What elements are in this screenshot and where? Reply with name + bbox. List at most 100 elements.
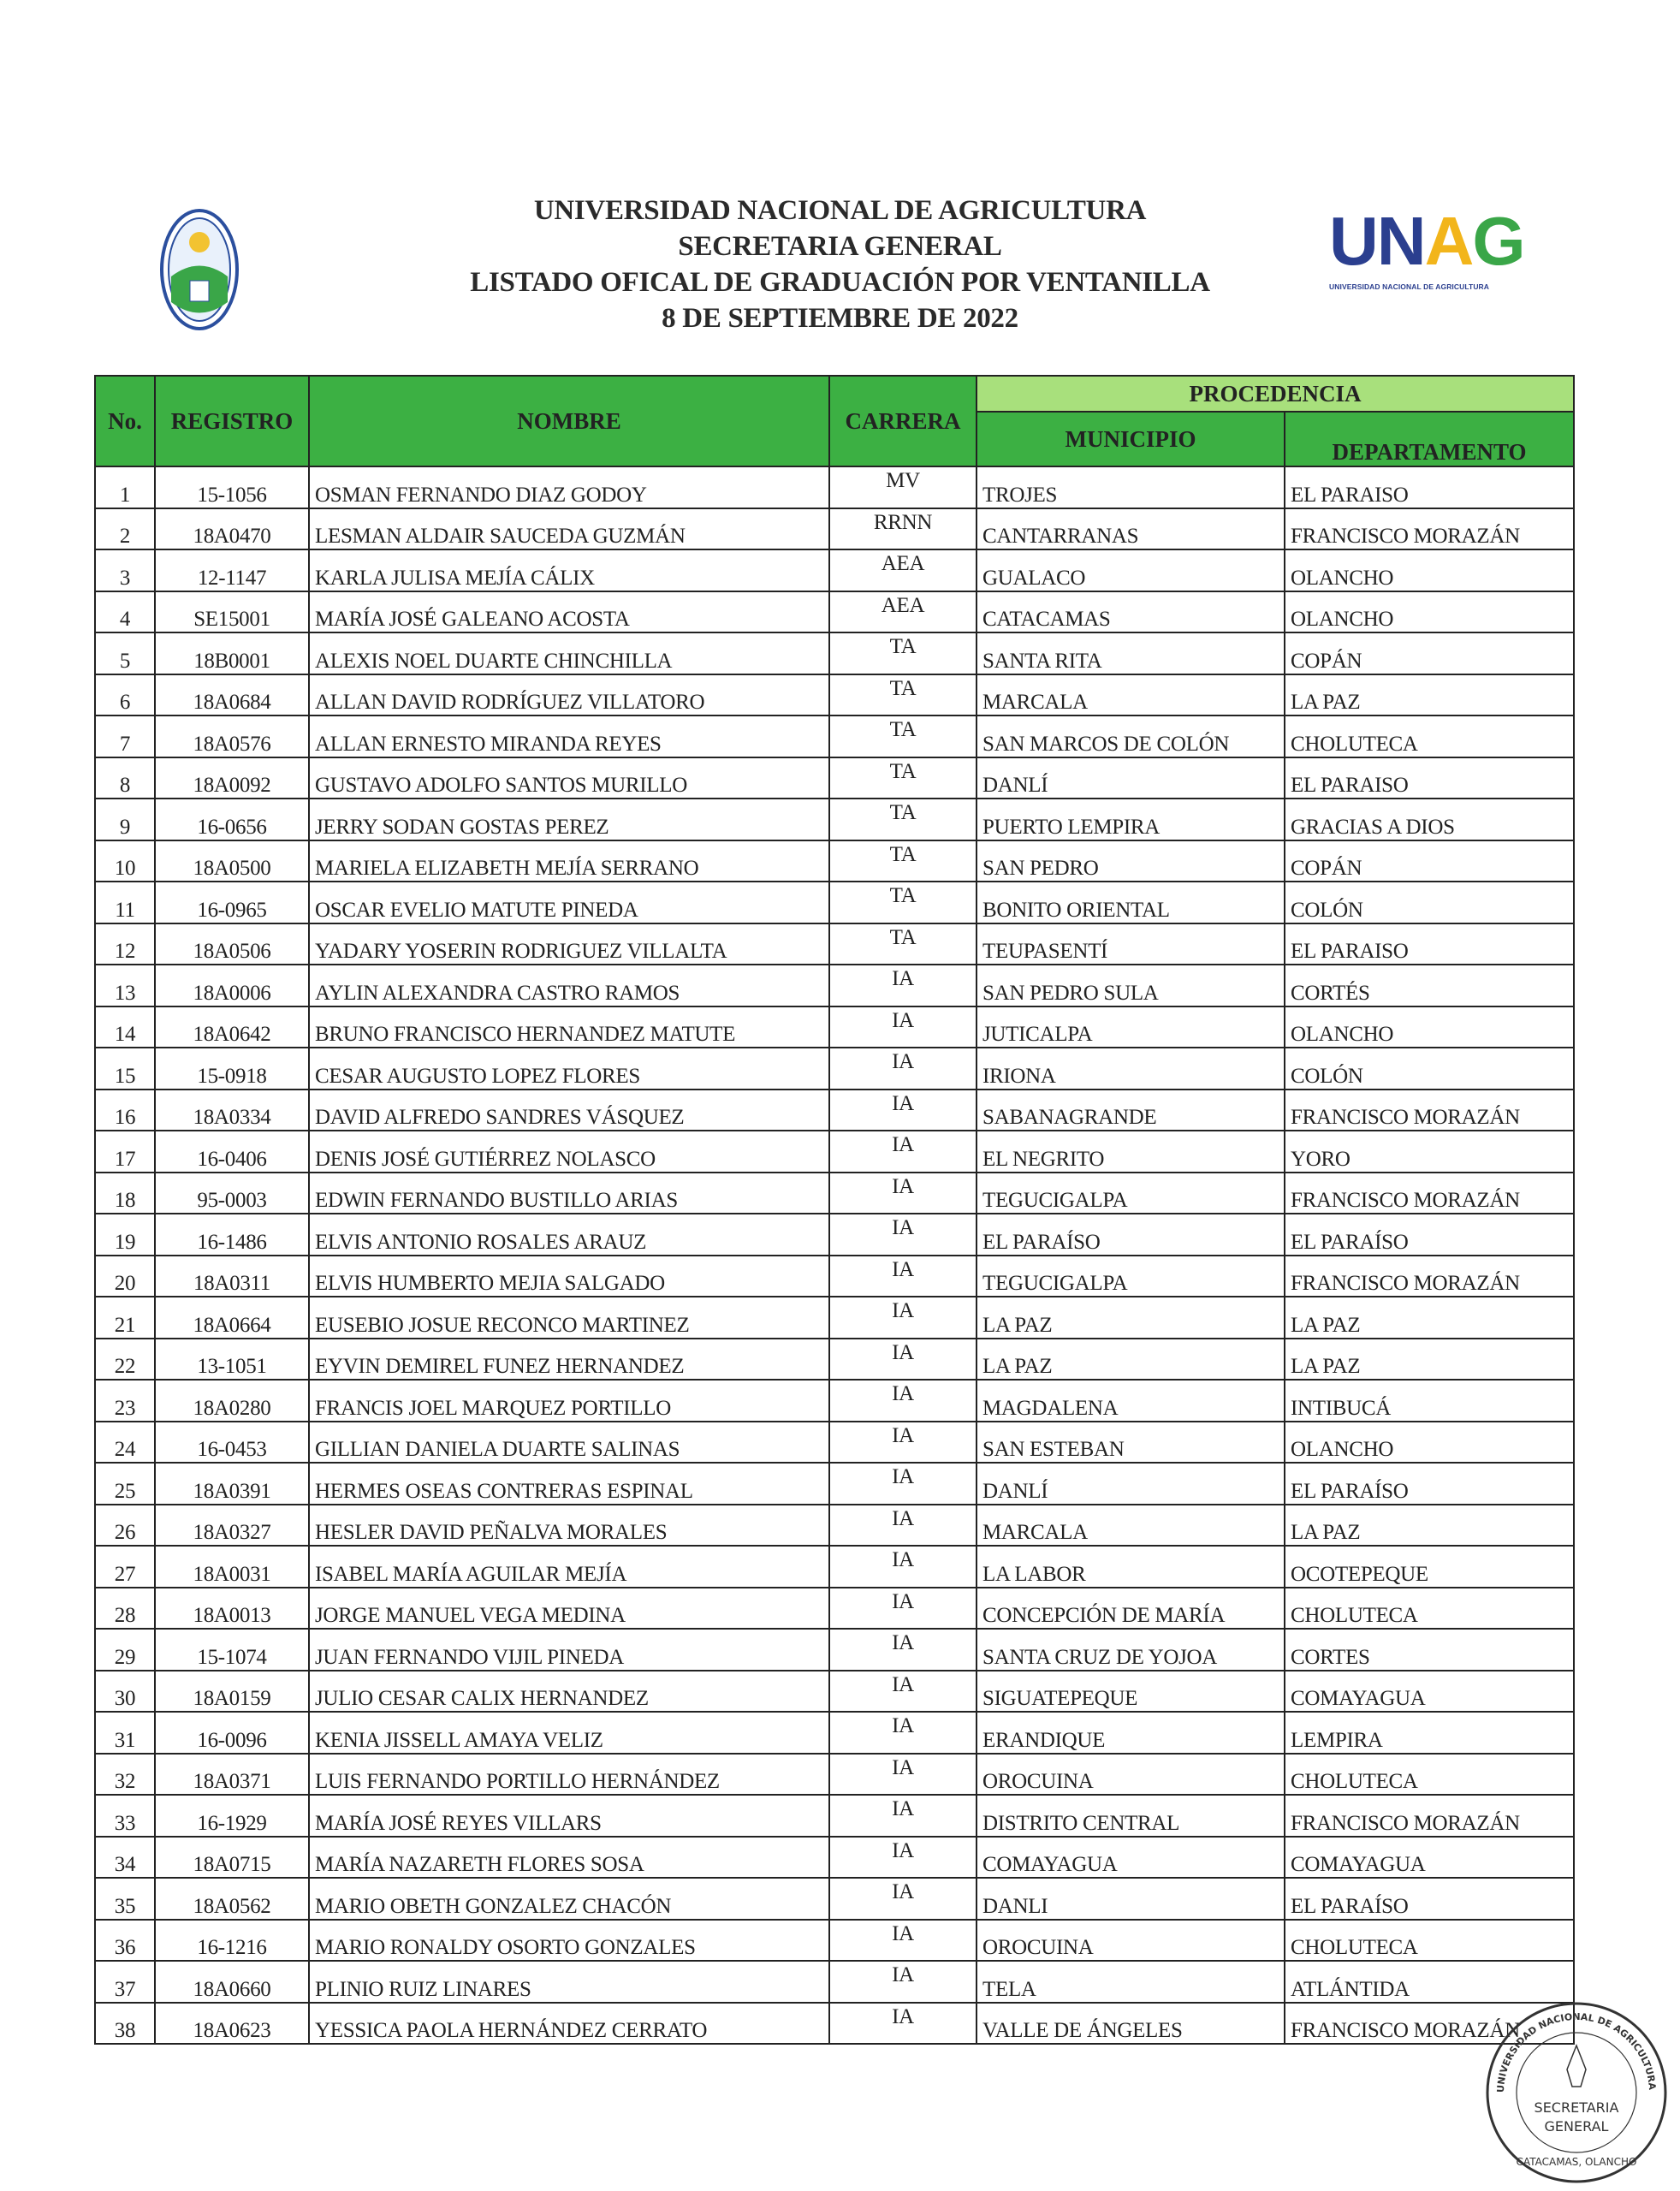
table-row: 1 15-1056 OSMAN FERNANDO DIAZ GODOY MV TROJE… [94,466,1576,509]
municipio-cell: CANTARRANAS [976,507,1285,550]
departamento-cell: COPÁN [1283,839,1576,882]
departamento-cell: EL PARAISO [1283,756,1576,799]
row-number-cell: 12 [94,922,156,965]
nombre-cell: PLINIO RUIZ LINARES [308,1960,830,2004]
municipio-cell: COMAYAGUA [976,1835,1285,1879]
registro-cell: 16-0453 [154,1420,310,1464]
registro-cell: 18A0500 [154,839,310,882]
municipio-cell: LA PAZ [976,1296,1285,1339]
column-header-registro: REGISTRO [154,375,310,467]
carrera-cell: TA [828,922,977,965]
registro-cell: 18A0642 [154,1005,310,1048]
departamento-cell: EL PARAISO [1283,466,1576,509]
table-row: 9 16-0656 JERRY SODAN GOSTAS PEREZ TA PUERTO… [94,798,1576,841]
row-number-cell: 19 [94,1213,156,1256]
carrera-cell: IA [828,1088,977,1131]
municipio-cell: JUTICALPA [976,1005,1285,1048]
row-number-cell: 10 [94,839,156,882]
table-row: 13 18A0006 AYLIN ALEXANDRA CASTRO RAMOS IA S… [94,964,1576,1007]
municipio-cell: LA LABOR [976,1545,1285,1588]
table-row: 31 16-0096 KENIA JISSELL AMAYA VELIZ IA ERAN… [94,1711,1576,1755]
carrera-cell: IA [828,1586,977,1630]
departamento-cell: CHOLUTECA [1283,1586,1576,1630]
departamento-cell: EL PARAÍSO [1283,1877,1576,1921]
row-number-cell: 28 [94,1586,156,1630]
row-number-cell: 27 [94,1545,156,1588]
document-title: LISTADO OFICAL DE GRADUACIÓN POR VENTANI… [470,267,1210,298]
departamento-cell: CHOLUTECA [1283,715,1576,758]
column-header-no: No. [94,375,156,467]
nombre-cell: CESAR AUGUSTO LOPEZ FLORES [308,1047,830,1090]
carrera-cell: IA [828,1545,977,1588]
nombre-cell: MARIELA ELIZABETH MEJÍA SERRANO [308,839,830,882]
row-number-cell: 20 [94,1254,156,1297]
table-row: 19 16-1486 ELVIS ANTONIO ROSALES ARAUZ IA EL… [94,1213,1576,1256]
carrera-cell: TA [828,839,977,882]
nombre-cell: OSMAN FERNANDO DIAZ GODOY [308,466,830,509]
row-number-cell: 35 [94,1877,156,1921]
column-header-municipio: MUNICIPIO [976,411,1285,467]
registro-cell: 18A0623 [154,2001,310,2045]
carrera-cell: TA [828,798,977,841]
table-row: 17 16-0406 DENIS JOSÉ GUTIÉRREZ NOLASCO IA E… [94,1130,1576,1173]
table-row: 25 18A0391 HERMES OSEAS CONTRERAS ESPINAL I… [94,1462,1576,1505]
municipio-cell: BONITO ORIENTAL [976,881,1285,924]
row-number-cell: 24 [94,1420,156,1464]
university-seal-logo [159,208,240,331]
carrera-cell: MV [828,466,977,509]
departamento-cell: COLÓN [1283,881,1576,924]
registro-cell: 16-0406 [154,1130,310,1173]
nombre-cell: EYVIN DEMIREL FUNEZ HERNANDEZ [308,1337,830,1381]
row-number-cell: 18 [94,1171,156,1214]
table-row: 15 15-0918 CESAR AUGUSTO LOPEZ FLORES IA IRI… [94,1047,1576,1090]
municipio-cell: SABANAGRANDE [976,1088,1285,1131]
departamento-cell: FRANCISCO MORAZÁN [1283,1254,1576,1297]
departamento-cell: COLÓN [1283,1047,1576,1090]
row-number-cell: 3 [94,549,156,592]
table-row: 28 18A0013 JORGE MANUEL VEGA MEDINA IA CONCE… [94,1586,1576,1630]
registro-cell: 18A0391 [154,1462,310,1505]
departamento-cell: COPÁN [1283,632,1576,675]
municipio-cell: MAGDALENA [976,1379,1285,1422]
table-row: 5 18B0001 ALEXIS NOEL DUARTE CHINCHILLA TA S… [94,632,1576,675]
table-row: 32 18A0371 LUIS FERNANDO PORTILLO HERNÁNDE… [94,1752,1576,1796]
registro-cell: 16-1929 [154,1794,310,1838]
nombre-cell: MARIO RONALDY OSORTO GONZALES [308,1918,830,1962]
table-row: 36 16-1216 MARIO RONALDY OSORTO GONZALES IA… [94,1918,1576,1962]
carrera-cell: IA [828,1462,977,1505]
nombre-cell: ELVIS ANTONIO ROSALES ARAUZ [308,1213,830,1256]
nombre-cell: ALLAN DAVID RODRÍGUEZ VILLATORO [308,673,830,716]
carrera-cell: AEA [828,549,977,592]
registro-cell: 95-0003 [154,1171,310,1214]
carrera-cell: IA [828,2001,977,2045]
row-number-cell: 6 [94,673,156,716]
municipio-cell: OROCUINA [976,1752,1285,1796]
row-number-cell: 26 [94,1503,156,1547]
departamento-cell: COMAYAGUA [1283,1669,1576,1713]
municipio-cell: SAN PEDRO SULA [976,964,1285,1007]
row-number-cell: 37 [94,1960,156,2004]
table-row: 37 18A0660 PLINIO RUIZ LINARES IA TELA ATLÁNT… [94,1960,1576,2004]
carrera-cell: IA [828,1752,977,1796]
municipio-cell: PUERTO LEMPIRA [976,798,1285,841]
table-row: 7 18A0576 ALLAN ERNESTO MIRANDA REYES TA SAN… [94,715,1576,758]
nombre-cell: ALEXIS NOEL DUARTE CHINCHILLA [308,632,830,675]
unag-logo-letters: UNAG [1329,203,1526,279]
carrera-cell: AEA [828,590,977,633]
departamento-cell: ATLÁNTIDA [1283,1960,1576,2004]
registro-cell: 16-0096 [154,1711,310,1755]
nombre-cell: DAVID ALFREDO SANDRES VÁSQUEZ [308,1088,830,1131]
row-number-cell: 8 [94,756,156,799]
departamento-cell: EL PARAÍSO [1283,1462,1576,1505]
departamento-cell: FRANCISCO MORAZÁN [1283,1794,1576,1838]
row-number-cell: 33 [94,1794,156,1838]
departamento-cell: FRANCISCO MORAZÁN [1283,2001,1576,2045]
table-row: 16 18A0334 DAVID ALFREDO SANDRES VÁSQUEZ IA… [94,1088,1576,1131]
municipio-cell: TEGUCIGALPA [976,1254,1285,1297]
nombre-cell: JUAN FERNANDO VIJIL PINEDA [308,1628,830,1671]
departamento-cell: OLANCHO [1283,549,1576,592]
registro-cell: 18A0660 [154,1960,310,2004]
unag-logo-subtitle: UNIVERSIDAD NACIONAL DE AGRICULTURA [1329,282,1490,291]
table-row: 12 18A0506 YADARY YOSERIN RODRIGUEZ VILLAL… [94,922,1576,965]
row-number-cell: 29 [94,1628,156,1671]
